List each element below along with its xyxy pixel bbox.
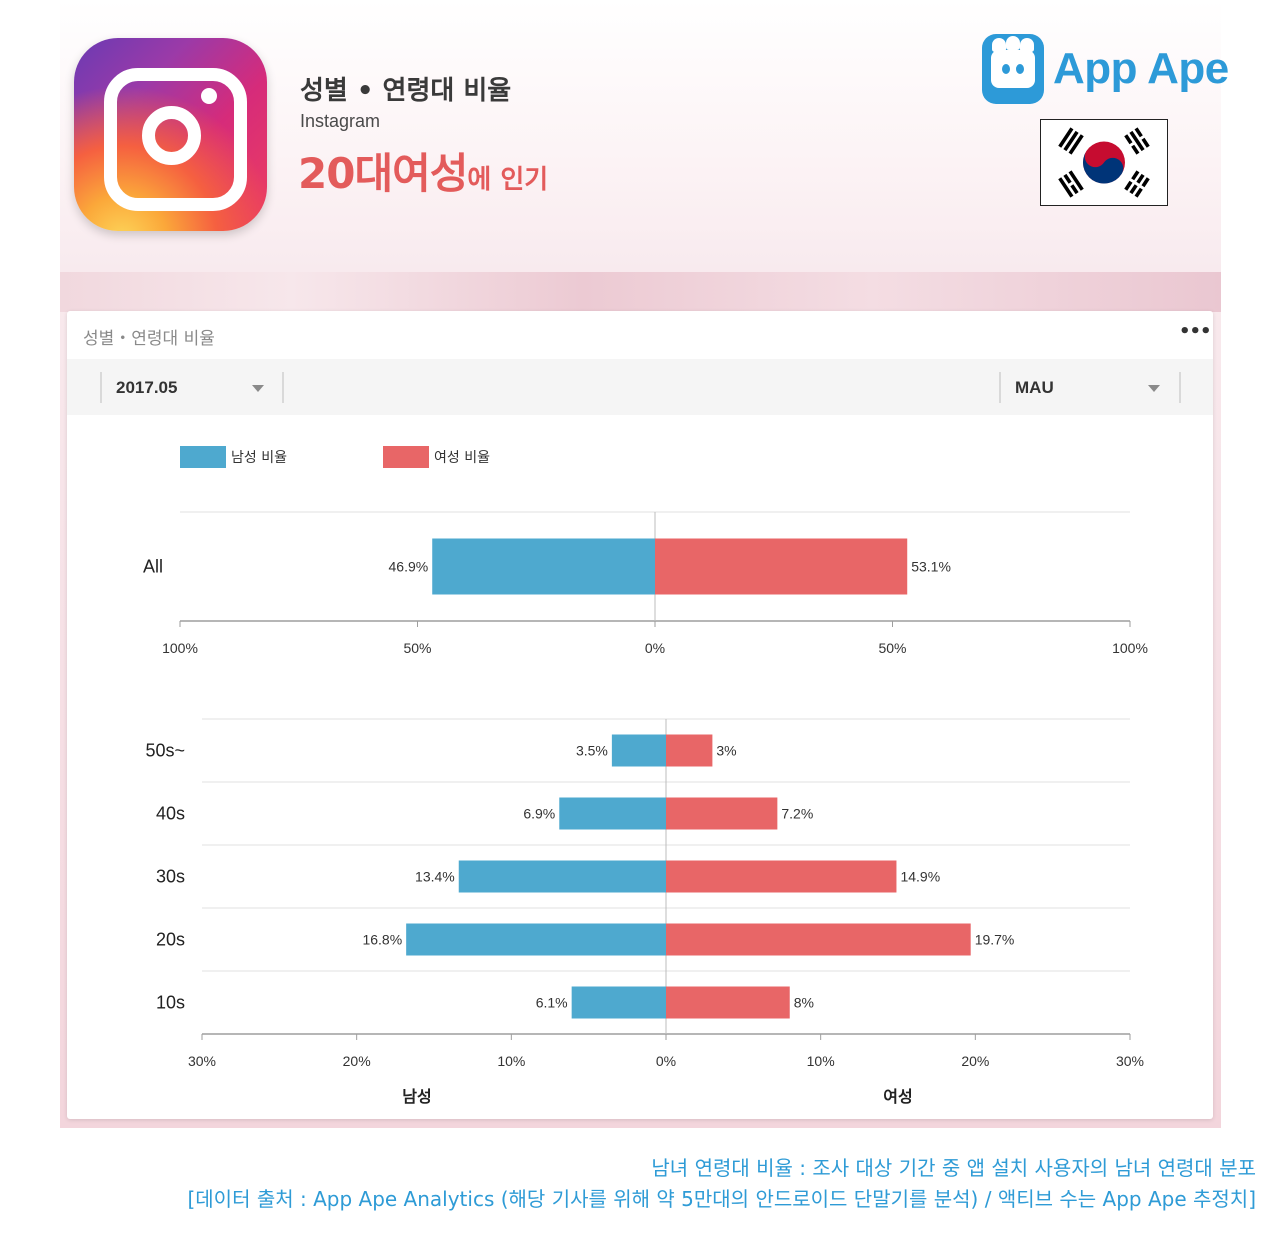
south-korea-flag-icon xyxy=(1040,119,1168,206)
instagram-camera-icon xyxy=(74,38,267,231)
metric-select-value: MAU xyxy=(1015,378,1054,397)
category-label: 40s xyxy=(156,804,185,824)
x-tick-label: 30% xyxy=(1116,1053,1144,1069)
bar-female xyxy=(666,797,778,830)
x-tick-label: 20% xyxy=(343,1053,371,1069)
chart-toolbar: 2017.05 MAU xyxy=(67,359,1213,415)
data-label-female: 8% xyxy=(794,995,814,1011)
side-label-female: 여성 xyxy=(883,1087,912,1106)
side-label-male: 남성 xyxy=(402,1087,431,1106)
period-select-value: 2017.05 xyxy=(116,378,178,397)
category-label: 20s xyxy=(156,930,185,950)
brand-logo-text: App Ape xyxy=(1053,44,1229,93)
chevron-down-icon xyxy=(1148,385,1160,392)
footnote-line-1: 남녀 연령대 비율 : 조사 대상 기간 중 앱 설치 사용자의 남녀 연령대 … xyxy=(651,1156,1256,1180)
data-label-male: 6.9% xyxy=(523,806,555,822)
more-menu-icon[interactable]: ••• xyxy=(1179,321,1212,342)
data-label-female: 14.9% xyxy=(900,869,940,885)
data-label-female: 19.7% xyxy=(975,932,1015,948)
data-label-female: 7.2% xyxy=(781,806,813,822)
header-band: 성별 • 연령대 비율 Instagram 20대여성에 인기 App Ape xyxy=(60,0,1229,272)
legend-swatch xyxy=(383,446,429,468)
x-tick-label: 50% xyxy=(403,640,431,656)
data-label-male: 13.4% xyxy=(415,869,455,885)
category-label: 50s~ xyxy=(145,741,185,761)
page-title: 성별 • 연령대 비율 xyxy=(300,76,512,106)
metric-select[interactable]: MAU xyxy=(999,372,1181,403)
period-select[interactable]: 2017.05 xyxy=(100,372,284,403)
data-label-male: 3.5% xyxy=(576,743,608,759)
footnote: 남녀 연령대 비율 : 조사 대상 기간 중 앱 설치 사용자의 남녀 연령대 … xyxy=(187,1153,1256,1215)
x-tick-label: 100% xyxy=(1112,640,1148,656)
x-tick-label: 30% xyxy=(188,1053,216,1069)
chart-area: 남성 비율 여성 비율 100% 50% 0% 50% 100% All 46.9% 53.1% 3… xyxy=(143,446,1148,1106)
bar-female xyxy=(666,986,790,1019)
x-tick-label: 50% xyxy=(878,640,906,656)
chevron-down-icon xyxy=(252,385,264,392)
legend-label: 여성 비율 xyxy=(434,450,490,466)
bar-female xyxy=(666,923,971,956)
app-name: Instagram xyxy=(300,111,381,131)
x-tick-label: 0% xyxy=(656,1053,676,1069)
bar-male xyxy=(559,797,666,830)
x-tick-label: 10% xyxy=(497,1053,525,1069)
bar-male xyxy=(571,986,666,1019)
footnote-line-2: [데이터 출처 : App Ape Analytics (해당 기사를 위해 약… xyxy=(187,1187,1256,1211)
x-tick-label: 10% xyxy=(807,1053,835,1069)
bar-female xyxy=(666,734,713,767)
bar-female xyxy=(655,538,908,595)
bar-male xyxy=(432,538,655,595)
x-tick-label: 100% xyxy=(162,640,198,656)
x-tick-label: 20% xyxy=(961,1053,989,1069)
infographic-frame: 성별 • 연령대 비율 Instagram 20대여성에 인기 App Ape xyxy=(60,0,1229,1128)
data-label-male: 16.8% xyxy=(362,932,402,948)
category-label: All xyxy=(143,557,163,577)
category-label: 30s xyxy=(156,867,185,887)
headline-emphasis: 20대여성 xyxy=(298,149,468,198)
legend-swatch xyxy=(180,446,226,468)
bar-female xyxy=(666,860,897,893)
data-label-female: 3% xyxy=(716,743,736,759)
headline: 20대여성에 인기 xyxy=(298,140,548,201)
data-label-male: 46.9% xyxy=(389,559,429,575)
app-ape-monkey-icon xyxy=(982,34,1044,104)
header-divider xyxy=(60,272,1221,312)
bar-male xyxy=(458,860,666,893)
data-label-male: 6.1% xyxy=(536,995,568,1011)
category-label: 10s xyxy=(156,993,185,1013)
card-title: 성별・연령대 비율 xyxy=(83,329,215,349)
data-label-female: 53.1% xyxy=(911,559,951,575)
x-tick-label: 0% xyxy=(645,640,665,656)
headline-suffix: 에 인기 xyxy=(467,165,549,195)
bar-male xyxy=(406,923,666,956)
bar-male xyxy=(611,734,666,767)
legend-label: 남성 비율 xyxy=(231,450,287,466)
chart-card: 성별・연령대 비율 ••• 2017.05 MAU 남성 비율 여성 비율 100%… xyxy=(67,311,1213,1119)
